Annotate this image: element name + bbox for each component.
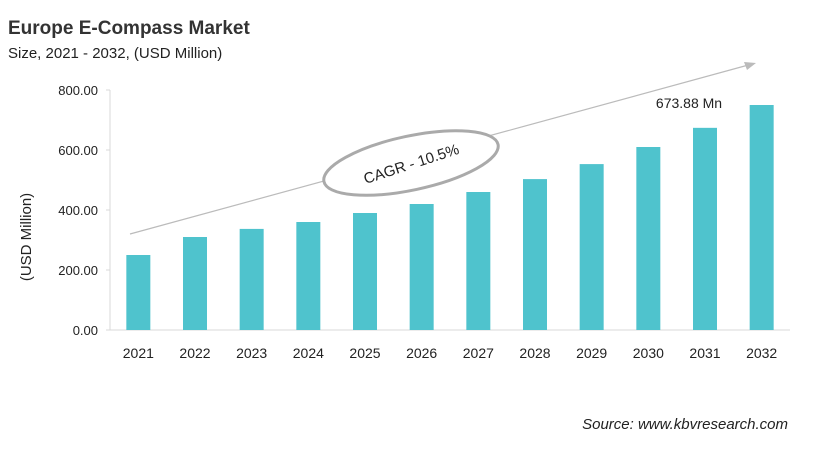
bar-2022 <box>183 237 207 330</box>
bar-2021 <box>126 255 151 330</box>
bar-2030 <box>636 147 661 330</box>
x-tick-label: 2031 <box>689 345 720 361</box>
y-tick-label: 0.00 <box>73 323 98 338</box>
bar-2029 <box>579 164 604 330</box>
data-label: 673.88 Mn <box>656 95 722 111</box>
x-tick-label: 2025 <box>349 345 380 361</box>
y-tick-label: 200.00 <box>58 263 98 278</box>
chart-subtitle: Size, 2021 - 2032, (USD Million) <box>8 45 223 62</box>
x-tick-label: 2027 <box>463 345 494 361</box>
bar-2027 <box>466 192 491 330</box>
x-tick-label: 2022 <box>179 345 210 361</box>
source-text: Source: www.kbvresearch.com <box>582 416 788 433</box>
x-tick-label: 2030 <box>633 345 664 361</box>
y-tick-label: 800.00 <box>58 83 98 98</box>
bar-2024 <box>296 222 321 330</box>
bar-2032 <box>749 105 774 330</box>
x-tick-label: 2021 <box>123 345 154 361</box>
bar-2026 <box>409 204 434 330</box>
x-tick-label: 2029 <box>576 345 607 361</box>
bar-2028 <box>523 179 547 330</box>
x-tick-label: 2026 <box>406 345 437 361</box>
y-tick-label: 600.00 <box>58 143 98 158</box>
x-tick-label: 2023 <box>236 345 267 361</box>
y-axis-label: (USD Million) <box>18 193 35 281</box>
bar-2025 <box>353 213 377 330</box>
bar-2031 <box>693 127 717 330</box>
chart-title: Europe E-Compass Market <box>8 18 250 39</box>
cagr-ellipse <box>322 129 500 197</box>
x-tick-label: 2028 <box>519 345 550 361</box>
x-tick-label: 2024 <box>293 345 324 361</box>
bar-2023 <box>239 228 264 330</box>
trend-arrowhead-icon <box>744 62 756 70</box>
x-tick-label: 2032 <box>746 345 777 361</box>
y-tick-label: 400.00 <box>58 203 98 218</box>
